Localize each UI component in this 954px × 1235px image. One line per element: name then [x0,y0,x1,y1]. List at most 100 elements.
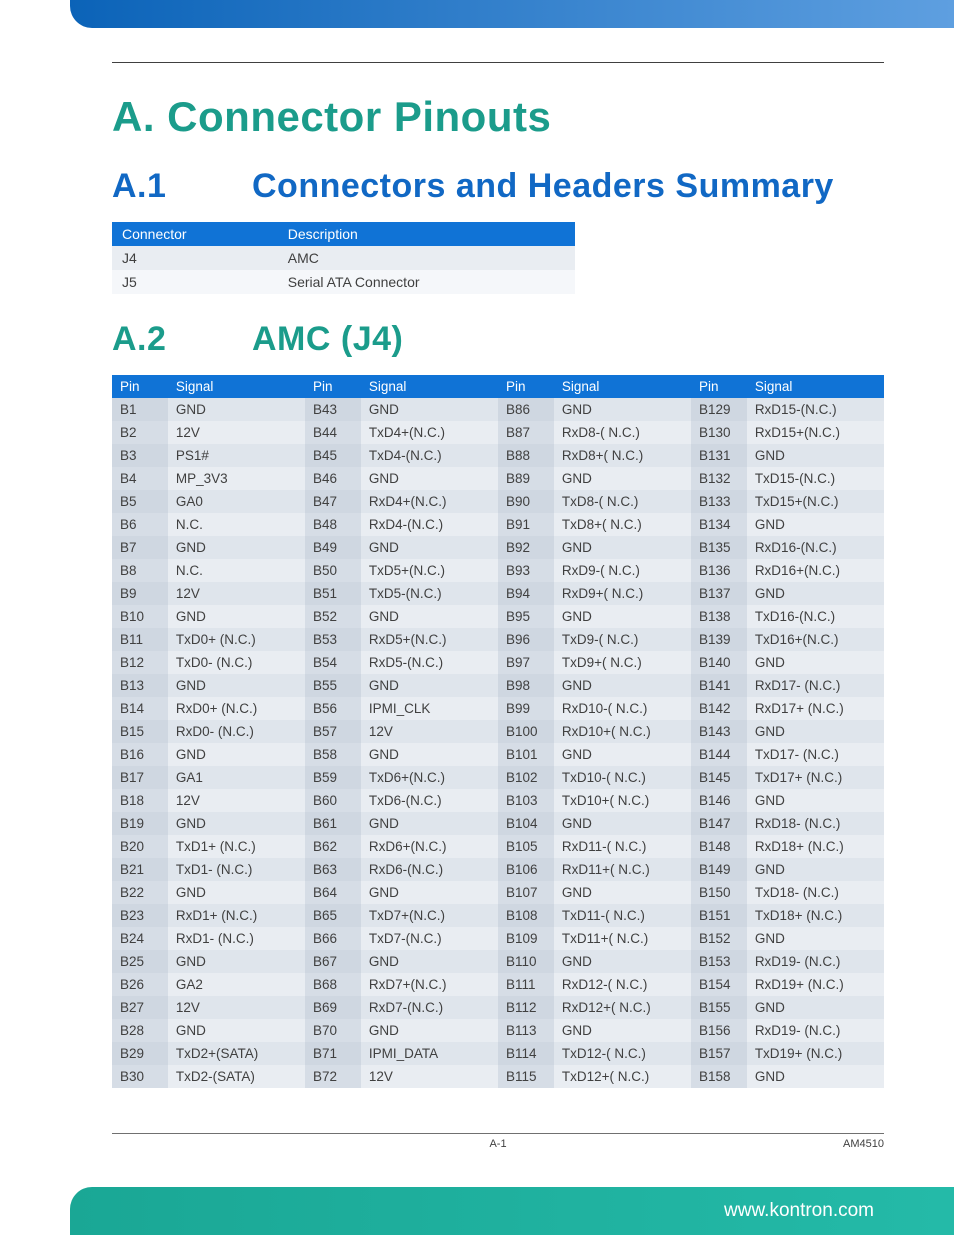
pin-cell: B149 [691,858,747,881]
pin-cell: B147 [691,812,747,835]
pin-row: B5GA0B47RxD4+(N.C.)B90TxD8-( N.C.)B133Tx… [112,490,884,513]
pin-cell: B102 [498,766,554,789]
signal-cell: TxD19+ (N.C.) [747,1042,884,1065]
summary-cell: J4 [112,246,278,270]
pin-cell: B68 [305,973,361,996]
signal-cell: TxD6-(N.C.) [361,789,498,812]
pin-cell: B138 [691,605,747,628]
signal-cell: GND [168,743,305,766]
title-num: A. [112,93,155,140]
signal-cell: GND [554,398,691,421]
signal-cell: GND [554,605,691,628]
signal-cell: GND [168,398,305,421]
pin-cell: B96 [498,628,554,651]
pin-cell: B89 [498,467,554,490]
pin-row: B15RxD0- (N.C.)B5712VB100RxD10+( N.C.)B1… [112,720,884,743]
pin-cell: B5 [112,490,168,513]
pin-row: B26GA2B68RxD7+(N.C.)B111RxD12-( N.C.)B15… [112,973,884,996]
pin-cell: B72 [305,1065,361,1088]
pin-cell: B135 [691,536,747,559]
pin-cell: B30 [112,1065,168,1088]
signal-cell: TxD5+(N.C.) [361,559,498,582]
pin-cell: B52 [305,605,361,628]
pin-row: B10GNDB52GNDB95GNDB138TxD16-(N.C.) [112,605,884,628]
pin-cell: B101 [498,743,554,766]
pin-cell: B61 [305,812,361,835]
signal-cell: RxD11+( N.C.) [554,858,691,881]
pin-cell: B95 [498,605,554,628]
signal-cell: RxD1- (N.C.) [168,927,305,950]
pin-col-header: Pin [691,375,747,398]
pin-row: B4MP_3V3B46GNDB89GNDB132TxD15-(N.C.) [112,467,884,490]
pin-cell: B115 [498,1065,554,1088]
pin-cell: B28 [112,1019,168,1042]
signal-cell: GND [747,996,884,1019]
pin-cell: B109 [498,927,554,950]
pin-cell: B45 [305,444,361,467]
signal-cell: RxD12-( N.C.) [554,973,691,996]
pin-cell: B71 [305,1042,361,1065]
pin-cell: B14 [112,697,168,720]
signal-cell: TxD0- (N.C.) [168,651,305,674]
signal-cell: TxD12-( N.C.) [554,1042,691,1065]
pin-cell: B15 [112,720,168,743]
signal-cell: TxD11+( N.C.) [554,927,691,950]
pin-cell: B60 [305,789,361,812]
top-bar [70,0,954,28]
signal-cell: RxD18- (N.C.) [747,812,884,835]
pin-cell: B144 [691,743,747,766]
pin-cell: B24 [112,927,168,950]
pin-row: B25GNDB67GNDB110GNDB153RxD19- (N.C.) [112,950,884,973]
pin-cell: B108 [498,904,554,927]
signal-cell: GND [747,582,884,605]
signal-cell: N.C. [168,559,305,582]
summary-table: ConnectorDescription J4AMCJ5Serial ATA C… [112,222,575,294]
pin-cell: B59 [305,766,361,789]
signal-cell: GND [747,444,884,467]
pin-col-header: Signal [168,375,305,398]
pin-cell: B157 [691,1042,747,1065]
bottom-bar: www.kontron.com [70,1187,954,1235]
signal-cell: GND [747,651,884,674]
pin-table: PinSignalPinSignalPinSignalPinSignal B1G… [112,375,884,1088]
pin-cell: B133 [691,490,747,513]
pin-row: B28GNDB70GNDB113GNDB156RxD19- (N.C.) [112,1019,884,1042]
signal-cell: GND [361,536,498,559]
pin-cell: B146 [691,789,747,812]
signal-cell: TxD1- (N.C.) [168,858,305,881]
pin-cell: B111 [498,973,554,996]
pin-cell: B10 [112,605,168,628]
pin-col-header: Pin [498,375,554,398]
signal-cell: TxD1+ (N.C.) [168,835,305,858]
pin-cell: B152 [691,927,747,950]
signal-cell: RxD19+ (N.C.) [747,973,884,996]
pin-cell: B112 [498,996,554,1019]
pin-row: B1812VB60TxD6-(N.C.)B103TxD10+( N.C.)B14… [112,789,884,812]
pin-cell: B107 [498,881,554,904]
pin-cell: B8 [112,559,168,582]
signal-cell: TxD18+ (N.C.) [747,904,884,927]
pin-row: B3PS1#B45TxD4-(N.C.)B88RxD8+( N.C.)B131G… [112,444,884,467]
pin-cell: B129 [691,398,747,421]
summary-col-header: Description [278,222,575,246]
signal-cell: GND [361,467,498,490]
pin-cell: B93 [498,559,554,582]
signal-cell: TxD7-(N.C.) [361,927,498,950]
pin-cell: B63 [305,858,361,881]
pin-row: B1GNDB43GNDB86GNDB129RxD15-(N.C.) [112,398,884,421]
signal-cell: IPMI_CLK [361,697,498,720]
pin-cell: B22 [112,881,168,904]
signal-cell: RxD4+(N.C.) [361,490,498,513]
summary-cell: J5 [112,270,278,294]
signal-cell: TxD2-(SATA) [168,1065,305,1088]
signal-cell: GND [554,674,691,697]
pin-row: B7GNDB49GNDB92GNDB135RxD16-(N.C.) [112,536,884,559]
pin-row: B24RxD1- (N.C.)B66TxD7-(N.C.)B109TxD11+(… [112,927,884,950]
signal-cell: GND [168,881,305,904]
signal-cell: MP_3V3 [168,467,305,490]
pin-cell: B158 [691,1065,747,1088]
signal-cell: GND [747,858,884,881]
signal-cell: TxD10-( N.C.) [554,766,691,789]
signal-cell: RxD15+(N.C.) [747,421,884,444]
pin-row: B8N.C.B50TxD5+(N.C.)B93RxD9-( N.C.)B136R… [112,559,884,582]
